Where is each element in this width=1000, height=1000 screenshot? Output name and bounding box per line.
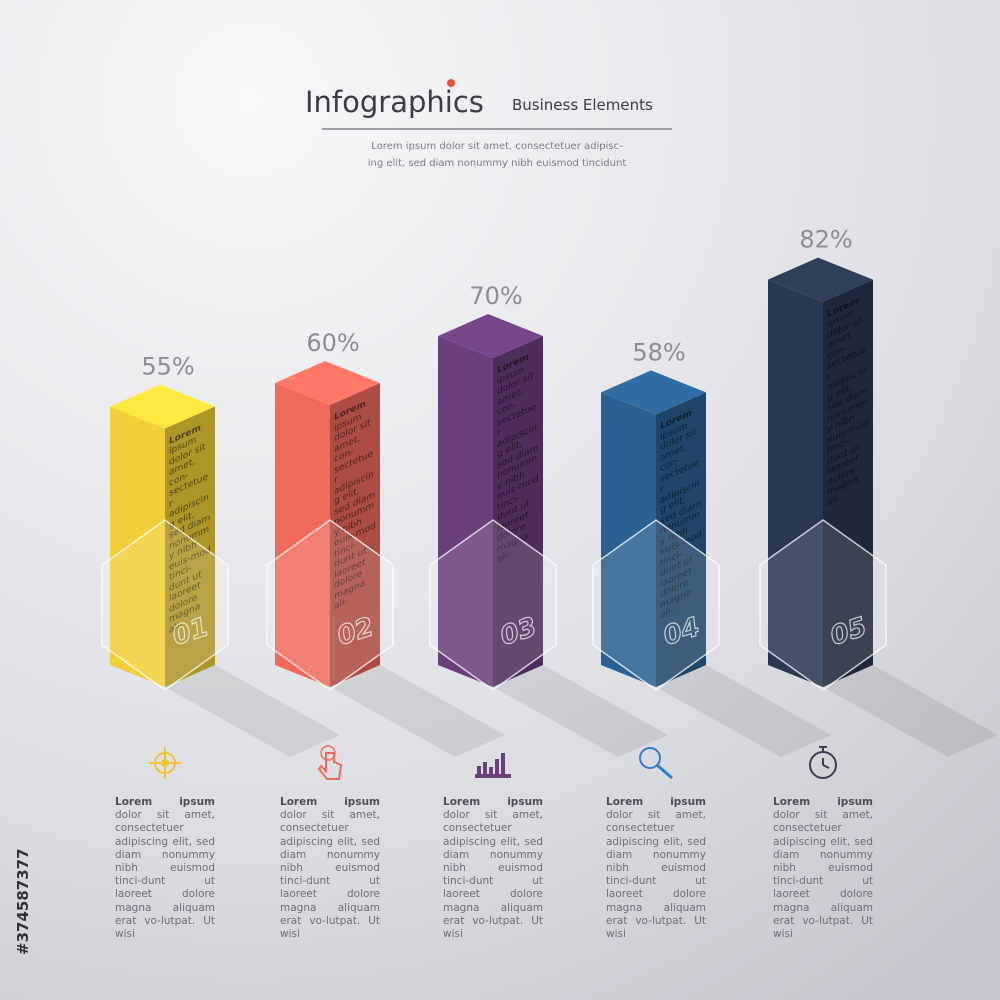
icon	[475, 753, 511, 778]
stock-id: #374587377	[14, 848, 32, 955]
glass	[592, 519, 720, 691]
icon	[317, 745, 343, 780]
icon	[475, 753, 511, 778]
caption-box: Lorem ipsum dolor sit amet, consectetuer…	[606, 796, 706, 941]
bar-shadow	[165, 665, 340, 757]
caption: Lorem ipsum dolor sit amet, consectetuer…	[115, 796, 215, 941]
caption-box: Lorem ipsum dolor sit amet, consectetuer…	[773, 796, 873, 941]
icon	[149, 747, 181, 779]
icon	[639, 747, 673, 780]
glass	[759, 519, 887, 691]
bar-side	[330, 383, 380, 687]
icon	[639, 747, 661, 769]
bar-top	[275, 361, 380, 405]
glass	[266, 519, 394, 691]
bar-note: Lorem ipsum dolor sit amet, con-sectetue…	[827, 295, 869, 509]
bar	[438, 314, 543, 687]
bar-shadow	[823, 665, 998, 757]
caption-box: Lorem ipsum dolor sit amet, consectetuer…	[115, 796, 215, 941]
glass	[429, 519, 557, 691]
bar	[768, 257, 873, 687]
description: Lorem ipsum dolor sit amet, consectetuer…	[371, 141, 623, 152]
icon	[819, 746, 830, 769]
bar-front	[110, 406, 165, 687]
bar-side	[656, 392, 706, 687]
bar-front	[275, 383, 330, 687]
bar-top	[438, 314, 543, 358]
bar-side	[493, 336, 543, 687]
chart-subtitle: Business Elements	[512, 96, 653, 114]
bar-side	[823, 279, 873, 687]
bar-front	[768, 279, 823, 687]
caption: Lorem ipsum dolor sit amet, consectetuer…	[773, 796, 873, 941]
value-label: 82%	[799, 226, 852, 254]
bar-top	[601, 370, 706, 415]
caption: Lorem ipsum dolor sit amet, consectetuer…	[443, 796, 543, 941]
icon	[809, 746, 837, 779]
caption: Lorem ipsum dolor sit amet, consectetuer…	[606, 796, 706, 941]
bar	[110, 384, 215, 687]
bar-shadow	[330, 665, 505, 757]
bar-shadow	[493, 665, 668, 757]
caption-box: Lorem ipsum dolor sit amet, consectetuer…	[443, 796, 543, 941]
bar-side	[165, 406, 215, 687]
bar-top	[768, 257, 873, 302]
value-label: 58%	[632, 338, 685, 366]
value-label: 60%	[306, 329, 359, 357]
title-dot	[447, 79, 455, 87]
value-label: 70%	[469, 282, 522, 310]
icon	[656, 763, 673, 780]
description: ing elit, sed diam nonummy nibh euismod …	[368, 158, 627, 169]
icon	[317, 752, 343, 780]
bar-top	[110, 384, 215, 429]
caption-box: Lorem ipsum dolor sit amet, consectetuer…	[280, 796, 380, 941]
icon	[149, 747, 181, 779]
glass	[101, 519, 229, 691]
chart-title: Infographics	[305, 85, 484, 119]
caption: Lorem ipsum dolor sit amet, consectetuer…	[280, 796, 380, 941]
bar-front	[438, 336, 493, 687]
bar	[275, 361, 380, 687]
bar-shadow	[656, 665, 831, 757]
bar-note-box: Lorem ipsum dolor sit amet, con-sectetue…	[827, 295, 869, 509]
value-label: 55%	[141, 353, 194, 381]
